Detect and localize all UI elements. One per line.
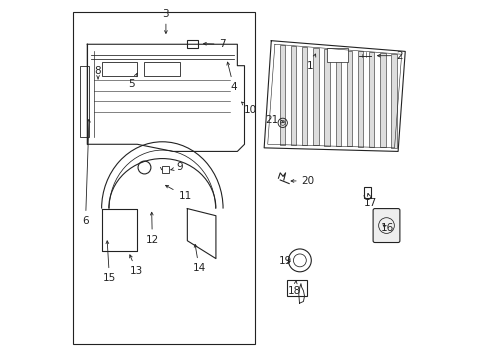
Text: 9: 9 [170,162,183,172]
FancyBboxPatch shape [364,187,370,198]
Text: 18: 18 [287,281,301,296]
Text: 19: 19 [278,256,292,266]
Text: 21: 21 [264,115,284,125]
Text: 16: 16 [380,223,393,233]
Text: 6: 6 [82,120,90,226]
Text: 13: 13 [129,255,143,276]
FancyBboxPatch shape [80,66,89,137]
Text: 14: 14 [192,244,205,273]
Text: 3: 3 [163,9,169,33]
FancyBboxPatch shape [102,62,137,76]
Text: 7: 7 [203,39,225,49]
FancyBboxPatch shape [324,49,329,146]
FancyBboxPatch shape [73,12,255,344]
Text: 15: 15 [102,241,116,283]
FancyBboxPatch shape [144,62,180,76]
FancyBboxPatch shape [380,53,385,147]
Text: 12: 12 [145,212,159,245]
Text: 17: 17 [363,193,376,207]
Text: 2: 2 [377,51,402,61]
FancyBboxPatch shape [279,45,285,145]
FancyBboxPatch shape [335,50,340,146]
FancyBboxPatch shape [357,51,363,147]
Text: 20: 20 [290,176,314,186]
FancyBboxPatch shape [390,54,396,148]
FancyBboxPatch shape [346,50,351,147]
Text: 8: 8 [95,66,101,79]
Text: 11: 11 [165,185,191,201]
FancyBboxPatch shape [326,48,347,62]
Text: 5: 5 [128,73,137,89]
Text: 1: 1 [306,54,315,71]
FancyBboxPatch shape [368,52,374,147]
FancyBboxPatch shape [287,280,306,296]
FancyBboxPatch shape [187,40,198,48]
Text: 4: 4 [226,62,237,92]
FancyBboxPatch shape [372,208,399,243]
Text: 10: 10 [241,102,256,115]
FancyBboxPatch shape [162,166,169,173]
FancyBboxPatch shape [313,48,318,145]
FancyBboxPatch shape [302,47,307,145]
FancyBboxPatch shape [290,46,296,145]
